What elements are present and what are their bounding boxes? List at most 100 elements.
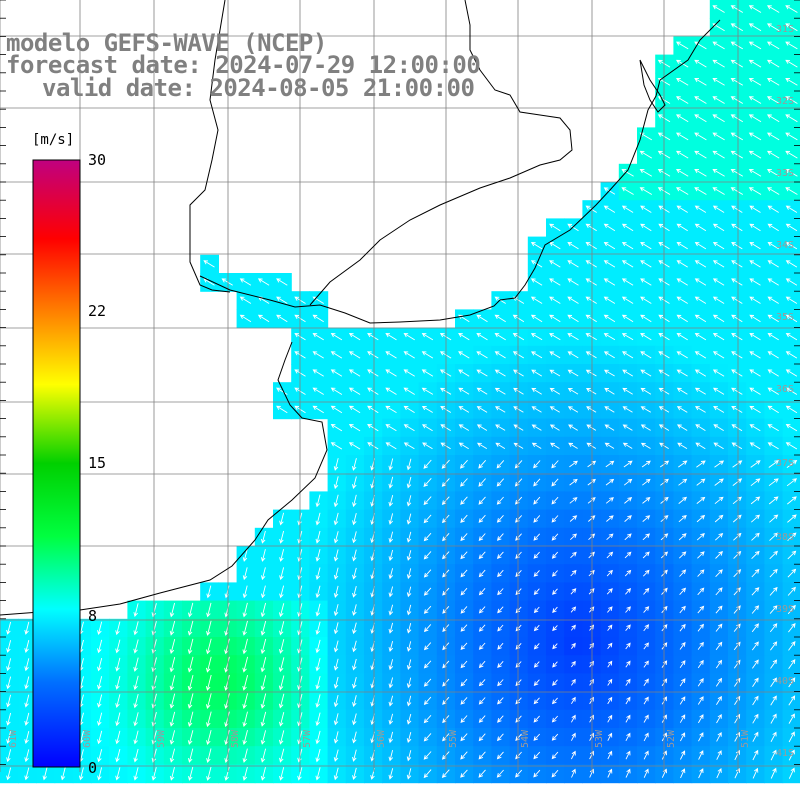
wind-arrow <box>406 458 412 471</box>
lon-label-58w: 58W <box>230 729 241 748</box>
wind-cell <box>782 327 800 347</box>
wind-arrow <box>151 675 157 691</box>
wind-arrow <box>513 406 524 413</box>
wind-arrow <box>712 351 725 359</box>
wind-arrow <box>496 478 505 487</box>
wind-arrow <box>494 351 506 359</box>
wind-arrow <box>604 387 615 395</box>
wind-arrow <box>714 478 724 486</box>
wind-arrow <box>224 674 230 691</box>
wind-arrow <box>551 697 558 705</box>
wind-arrow <box>352 567 357 580</box>
wind-arrow <box>515 697 522 705</box>
wind-arrow <box>785 169 798 177</box>
wind-arrow <box>569 515 578 522</box>
wind-arrow <box>716 731 722 742</box>
wind-arrow <box>333 713 339 726</box>
wind-arrow <box>388 677 394 689</box>
wind-arrow <box>315 676 321 690</box>
wind-arrow <box>24 749 30 763</box>
wind-arrow <box>478 769 486 778</box>
wind-arrow <box>315 530 321 544</box>
wind-arrow <box>460 587 468 596</box>
colorbar-gradient <box>32 159 81 768</box>
wind-arrow <box>625 714 631 723</box>
wind-arrow <box>767 333 779 341</box>
wind-arrow <box>643 678 649 687</box>
wind-arrow <box>330 351 343 359</box>
wind-arrow <box>533 679 540 687</box>
wind-arrow <box>607 642 613 650</box>
graticule <box>0 0 800 772</box>
wind-arrow <box>730 23 744 32</box>
wind-arrow <box>769 568 778 578</box>
lat-label-33s: 33S <box>775 168 794 179</box>
wind-arrow <box>515 588 522 596</box>
wind-arrow <box>478 642 486 650</box>
wind-arrow <box>639 150 653 159</box>
wind-arrow <box>734 677 741 687</box>
wind-arrow <box>423 605 432 614</box>
wind-arrow <box>567 242 579 250</box>
wind-arrow <box>621 242 634 250</box>
wind-arrow <box>421 387 434 395</box>
wind-arrow <box>242 602 248 618</box>
wind-arrow <box>731 260 743 268</box>
wind-arrow <box>497 606 504 614</box>
wind-arrow <box>352 767 357 781</box>
wind-arrow <box>734 731 740 742</box>
wind-arrow <box>749 278 761 286</box>
wind-arrow <box>24 712 30 726</box>
wind-arrow <box>242 766 248 781</box>
wind-arrow <box>388 458 394 471</box>
wind-arrow <box>785 442 798 450</box>
wind-arrow <box>458 442 469 450</box>
wind-arrow <box>260 748 267 763</box>
wind-arrow <box>406 495 412 507</box>
wind-arrow <box>785 387 798 395</box>
wind-arrow <box>367 351 379 359</box>
wind-arrow <box>512 351 525 359</box>
wind-arrow <box>115 712 121 727</box>
wind-arrow <box>788 695 796 706</box>
wind-arrow <box>712 78 725 86</box>
wind-arrow <box>731 296 743 304</box>
wind-arrow <box>640 442 651 449</box>
wind-arrow <box>622 406 633 413</box>
lon-label-57w: 57W <box>302 729 313 748</box>
wind-arrow <box>585 223 597 232</box>
wind-arrow <box>769 514 779 523</box>
wind-arrow <box>750 496 761 505</box>
wind-arrow <box>423 696 432 705</box>
wind-arrow <box>749 205 761 213</box>
wind-arrow <box>748 5 762 13</box>
wind-arrow <box>676 187 689 195</box>
wind-arrow <box>712 296 725 304</box>
wind-arrow <box>224 656 230 673</box>
wind-cell <box>782 18 800 37</box>
wind-arrow <box>767 23 780 32</box>
wind-arrow <box>333 622 339 635</box>
wind-arrow <box>586 442 597 449</box>
wind-arrow <box>260 730 267 745</box>
wind-arrow <box>788 731 795 743</box>
wind-arrow <box>694 96 707 104</box>
wind-arrow <box>333 567 339 580</box>
wind-arrow <box>785 405 798 414</box>
wind-arrow <box>403 405 415 413</box>
wind-arrow <box>643 606 650 613</box>
wind-arrow <box>694 351 707 359</box>
wind-arrow <box>478 569 486 578</box>
wind-arrow <box>716 750 722 760</box>
wind-arrow <box>515 624 522 632</box>
wind-arrow <box>643 624 650 632</box>
lat-label-41s: 41S <box>775 748 794 759</box>
wind-arrow <box>603 260 616 268</box>
wind-arrow <box>478 697 486 705</box>
wind-arrow <box>512 333 525 341</box>
wind-arrow <box>749 387 761 395</box>
wind-arrow <box>478 624 486 632</box>
wind-arrow <box>767 351 779 359</box>
wind-arrow <box>731 242 743 250</box>
wind-arrow <box>625 660 631 668</box>
